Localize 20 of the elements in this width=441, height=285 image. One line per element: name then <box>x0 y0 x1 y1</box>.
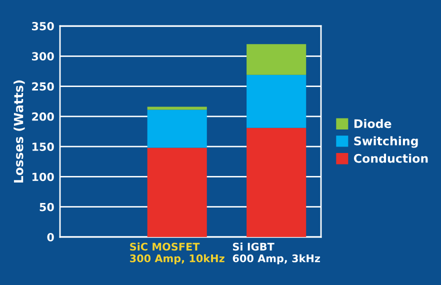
legend-label: Diode <box>354 118 392 128</box>
y-tick-label: 0 <box>47 232 54 242</box>
y-tick-label: 350 <box>32 22 54 30</box>
bar <box>246 74 306 128</box>
bar <box>246 44 306 75</box>
bar <box>147 148 207 237</box>
y-tick-label: 50 <box>40 202 54 212</box>
bar <box>147 106 207 110</box>
y-tick-label: 100 <box>32 172 54 182</box>
y-tick-label: 250 <box>32 82 54 91</box>
x-tick-label: SiC MOSFET 300 Amp, 10kHz <box>130 242 224 264</box>
y-tick-label: 150 <box>32 142 54 151</box>
x-tick-label: Si IGBT 600 Amp, 3kHz <box>232 242 320 264</box>
bar <box>246 128 306 237</box>
y-tick-label: 300 <box>32 52 54 61</box>
y-tick-label: 200 <box>32 112 54 121</box>
y-axis-title: Losses (Watts) <box>14 80 25 182</box>
legend-label: Switching <box>354 136 418 148</box>
legend-label: Conduction <box>354 154 428 163</box>
bar <box>147 110 207 148</box>
